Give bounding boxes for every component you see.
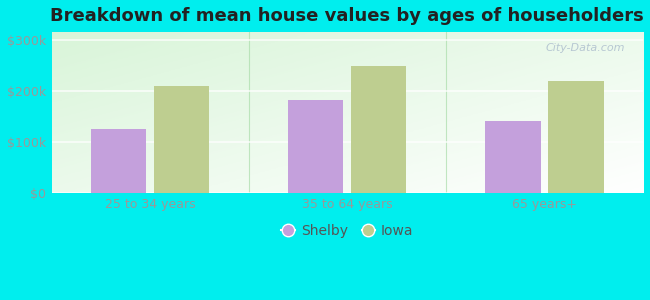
Title: Breakdown of mean house values by ages of householders: Breakdown of mean house values by ages o… (51, 7, 644, 25)
Bar (351, 66, 406, 193)
Bar (91, 129, 146, 193)
Text: City-Data.com: City-Data.com (546, 43, 625, 53)
Bar (549, 80, 604, 193)
Bar (288, 100, 343, 193)
Legend: Shelby, Iowa: Shelby, Iowa (276, 219, 419, 244)
Bar (486, 122, 541, 193)
Bar (154, 86, 209, 193)
